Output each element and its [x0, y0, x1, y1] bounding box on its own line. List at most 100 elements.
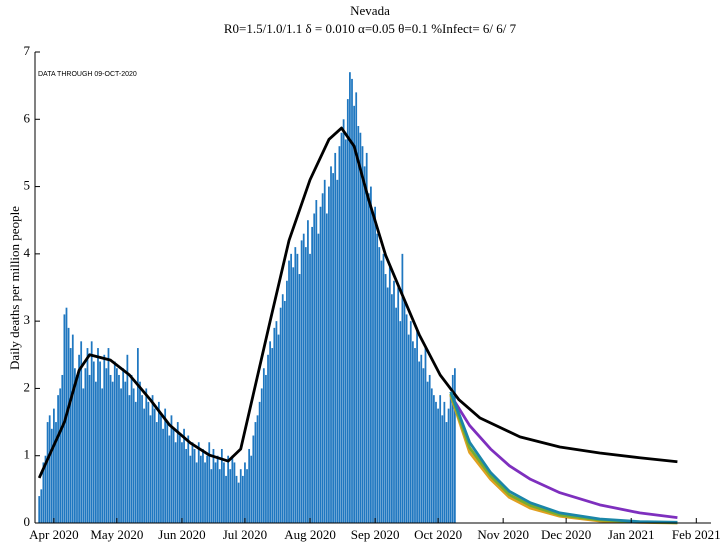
- bar: [76, 374, 78, 523]
- bar: [412, 341, 414, 523]
- x-tick-label: Jun 2020: [158, 527, 205, 542]
- bar: [422, 368, 425, 523]
- bar: [399, 321, 402, 523]
- bar: [313, 213, 316, 523]
- bar: [359, 132, 362, 523]
- bar: [340, 132, 343, 523]
- bar: [147, 401, 150, 523]
- bar: [372, 213, 374, 523]
- bar: [447, 408, 450, 523]
- chart-subtitle: R0=1.5/1.0/1.1 δ = 0.010 α=0.05 θ=0.1 %I…: [224, 21, 517, 36]
- bar: [40, 489, 43, 523]
- bar: [153, 408, 156, 523]
- bar: [134, 401, 137, 523]
- y-tick-label: 3: [24, 312, 31, 327]
- bar: [218, 469, 221, 523]
- bar: [414, 348, 416, 523]
- bar: [260, 388, 263, 523]
- bar: [166, 422, 169, 523]
- bar: [204, 462, 206, 523]
- bar: [244, 462, 246, 523]
- bar: [344, 139, 347, 523]
- bar: [256, 415, 259, 523]
- bar: [78, 354, 80, 523]
- bar: [397, 287, 400, 523]
- bar: [435, 401, 437, 523]
- bar: [323, 179, 326, 524]
- bar: [99, 361, 101, 523]
- bar: [124, 381, 127, 523]
- bar: [453, 368, 456, 523]
- bar: [271, 348, 274, 523]
- bar: [281, 294, 284, 523]
- bar: [191, 442, 194, 523]
- bar: [338, 146, 341, 523]
- bar: [84, 368, 87, 523]
- bar: [113, 361, 116, 523]
- bar: [74, 368, 76, 523]
- y-tick-label: 0: [24, 514, 31, 529]
- bar: [178, 435, 181, 523]
- y-axis-label: Daily deaths per million people: [7, 206, 22, 370]
- bar: [269, 341, 272, 523]
- bar: [336, 179, 339, 524]
- bar: [181, 442, 183, 523]
- bar: [395, 307, 397, 523]
- bar: [290, 253, 293, 523]
- bar: [172, 428, 175, 523]
- x-tick-label: Sep 2020: [351, 527, 400, 542]
- bar: [216, 455, 219, 523]
- bar: [67, 327, 70, 523]
- bar: [71, 334, 74, 523]
- bar: [441, 415, 444, 523]
- bar: [170, 415, 173, 523]
- bar: [262, 368, 265, 523]
- y-tick-label: 1: [24, 447, 31, 462]
- bar: [405, 314, 408, 523]
- bar: [365, 152, 368, 523]
- bar: [275, 321, 278, 523]
- bar: [449, 395, 452, 523]
- bar: [451, 374, 454, 523]
- bar: [155, 422, 158, 523]
- bar: [199, 455, 202, 523]
- bar: [437, 408, 439, 523]
- bar: [95, 381, 97, 523]
- bar: [355, 92, 358, 523]
- bar: [267, 354, 269, 523]
- x-tick-label: Apr 2020: [29, 527, 78, 542]
- bar: [265, 374, 267, 523]
- bar: [111, 381, 114, 523]
- bar: [433, 395, 435, 523]
- bar: [330, 166, 332, 523]
- bar: [300, 240, 303, 523]
- bar: [214, 462, 217, 523]
- bar: [118, 374, 120, 523]
- bar: [90, 341, 93, 523]
- bar: [143, 408, 146, 523]
- bar: [189, 455, 192, 523]
- bar: [418, 361, 421, 523]
- bar: [50, 428, 53, 523]
- bar: [195, 462, 198, 523]
- bar: [88, 374, 91, 523]
- bar: [311, 226, 313, 523]
- bar: [332, 173, 334, 523]
- bar: [286, 280, 288, 523]
- bar: [288, 260, 290, 523]
- bar: [325, 213, 328, 523]
- x-tick-label: Feb 2021: [672, 527, 721, 542]
- bar: [407, 334, 410, 523]
- bar: [279, 307, 282, 523]
- bar: [277, 334, 280, 523]
- bar: [258, 401, 261, 523]
- x-tick-label: Jul 2020: [223, 527, 267, 542]
- bar: [176, 422, 179, 523]
- chart-title: Nevada: [350, 3, 390, 18]
- bar: [59, 388, 62, 523]
- bar: [235, 475, 238, 523]
- bar: [321, 193, 324, 524]
- bar: [48, 415, 51, 523]
- bar: [252, 435, 255, 523]
- bar: [386, 287, 389, 523]
